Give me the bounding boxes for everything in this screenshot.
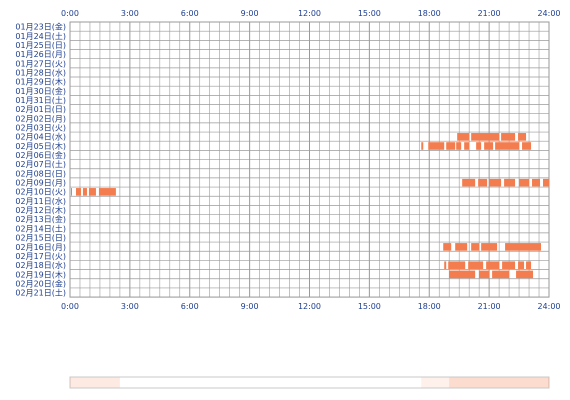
x-tick-label-top: 21:00 (478, 9, 501, 18)
row-label: 02月03日(火) (15, 124, 66, 133)
x-tick-label-top: 12:00 (298, 9, 321, 18)
activity-segment (501, 133, 516, 141)
activity-segment (504, 178, 516, 187)
row-label: 02月09日(月) (15, 179, 66, 188)
x-tick-label-top: 24:00 (537, 9, 560, 18)
grid-lines (69, 21, 550, 298)
activity-segment (516, 270, 534, 279)
x-tick-label-top: 6:00 (181, 9, 199, 18)
row-label: 02月14日(土) (15, 223, 66, 233)
row-label: 02月07日(土) (15, 159, 66, 169)
row-label: 02月17日(火) (15, 252, 66, 261)
row-label: 02月02日(月) (15, 114, 66, 123)
activity-segment (70, 188, 72, 196)
activity-segment (446, 142, 456, 150)
activity-segment (526, 261, 532, 269)
row-label: 01月28日(水) (15, 68, 66, 78)
x-tick-label-bottom: 15:00 (358, 302, 381, 311)
row-label: 01月26日(月) (15, 50, 66, 59)
activity-segment (481, 243, 498, 251)
x-tick-label-bottom: 18:00 (418, 302, 441, 311)
activity-segment (518, 133, 527, 141)
activity-segment (476, 142, 482, 150)
x-tick-label-top: 9:00 (241, 9, 259, 18)
activity-segment (455, 243, 468, 251)
activity-segment (489, 178, 502, 187)
activity-segment (428, 142, 445, 150)
row-labels: 01月23日(金)01月24日(土)01月25日(日)01月26日(月)01月2… (15, 22, 66, 298)
density-block (70, 377, 120, 388)
activity-segment (492, 270, 510, 279)
row-label: 01月30日(金) (15, 86, 66, 96)
x-tick-label-top: 3:00 (121, 9, 139, 18)
row-label: 02月15日(日) (15, 234, 66, 243)
activity-segment (75, 188, 81, 196)
row-label: 01月31日(土) (15, 95, 66, 105)
row-label: 02月06日(金) (15, 150, 66, 160)
density-strip (69, 376, 550, 389)
density-block (421, 377, 450, 388)
density-block (449, 377, 549, 388)
x-tick-label-bottom: 3:00 (121, 302, 139, 311)
x-tick-label-bottom: 6:00 (181, 302, 199, 311)
activity-segment (495, 142, 520, 150)
row-label: 01月23日(金) (15, 22, 66, 32)
density-strip-frame (69, 376, 550, 389)
x-tick-label-top: 15:00 (358, 9, 381, 18)
row-label: 02月19日(木) (15, 269, 66, 279)
activity-segment (444, 261, 447, 269)
activity-segment (448, 261, 466, 269)
activity-segment (505, 243, 542, 251)
activity-segment (456, 142, 462, 150)
activity-segment (457, 133, 470, 141)
activity-segment (421, 142, 424, 150)
row-label: 02月08日(日) (15, 169, 66, 178)
row-label: 02月05日(木) (15, 141, 66, 151)
row-label: 01月29日(木) (15, 77, 66, 87)
x-tick-label-bottom: 21:00 (478, 302, 501, 311)
row-label: 02月10日(火) (15, 188, 66, 197)
x-tick-label-top: 0:00 (61, 9, 79, 18)
row-label: 02月16日(月) (15, 243, 66, 252)
x-tick-label-bottom: 0:00 (61, 302, 79, 311)
activity-segment (484, 142, 494, 150)
activity-segment (471, 243, 480, 251)
row-label: 02月20日(金) (15, 278, 66, 288)
activity-segment (464, 142, 470, 150)
activity-segment (478, 178, 488, 187)
activity-segment (522, 142, 532, 150)
activity-segment (443, 243, 452, 251)
activity-segment (532, 178, 541, 187)
activity-segment (519, 178, 530, 187)
activity-segment (468, 261, 484, 269)
x-tick-label-bottom: 9:00 (241, 302, 259, 311)
row-label: 02月01日(日) (15, 105, 66, 114)
activity-segment (471, 133, 500, 141)
row-label: 01月25日(日) (15, 41, 66, 50)
activity-marks (70, 133, 549, 279)
row-label: 02月11日(水) (15, 196, 66, 206)
row-label: 02月18日(水) (15, 260, 66, 270)
x-axis-ticks: 0:00 0:00 3:00 3:00 6:00 6:00 9:00 9:00 12:00 12:… (61, 9, 561, 311)
row-label: 02月12日(木) (15, 205, 66, 215)
x-tick-label-bottom: 24:00 (537, 302, 560, 311)
row-label: 01月24日(土) (15, 31, 66, 41)
activity-segment (543, 178, 549, 187)
x-tick-label-bottom: 12:00 (298, 302, 321, 311)
activity-segment (88, 188, 96, 196)
row-label: 02月13日(金) (15, 214, 66, 224)
activity-segment (449, 270, 476, 279)
x-tick-label-top: 18:00 (418, 9, 441, 18)
activity-segment (98, 188, 116, 196)
activity-segment (518, 261, 525, 269)
activity-segment (486, 261, 500, 269)
activity-segment (82, 188, 87, 196)
activity-segment (479, 270, 490, 279)
row-label: 02月21日(土) (15, 288, 66, 298)
activity-segment (462, 178, 476, 187)
activity-segment (502, 261, 516, 269)
row-label: 01月27日(火) (15, 59, 66, 68)
row-label: 02月04日(水) (15, 132, 66, 142)
